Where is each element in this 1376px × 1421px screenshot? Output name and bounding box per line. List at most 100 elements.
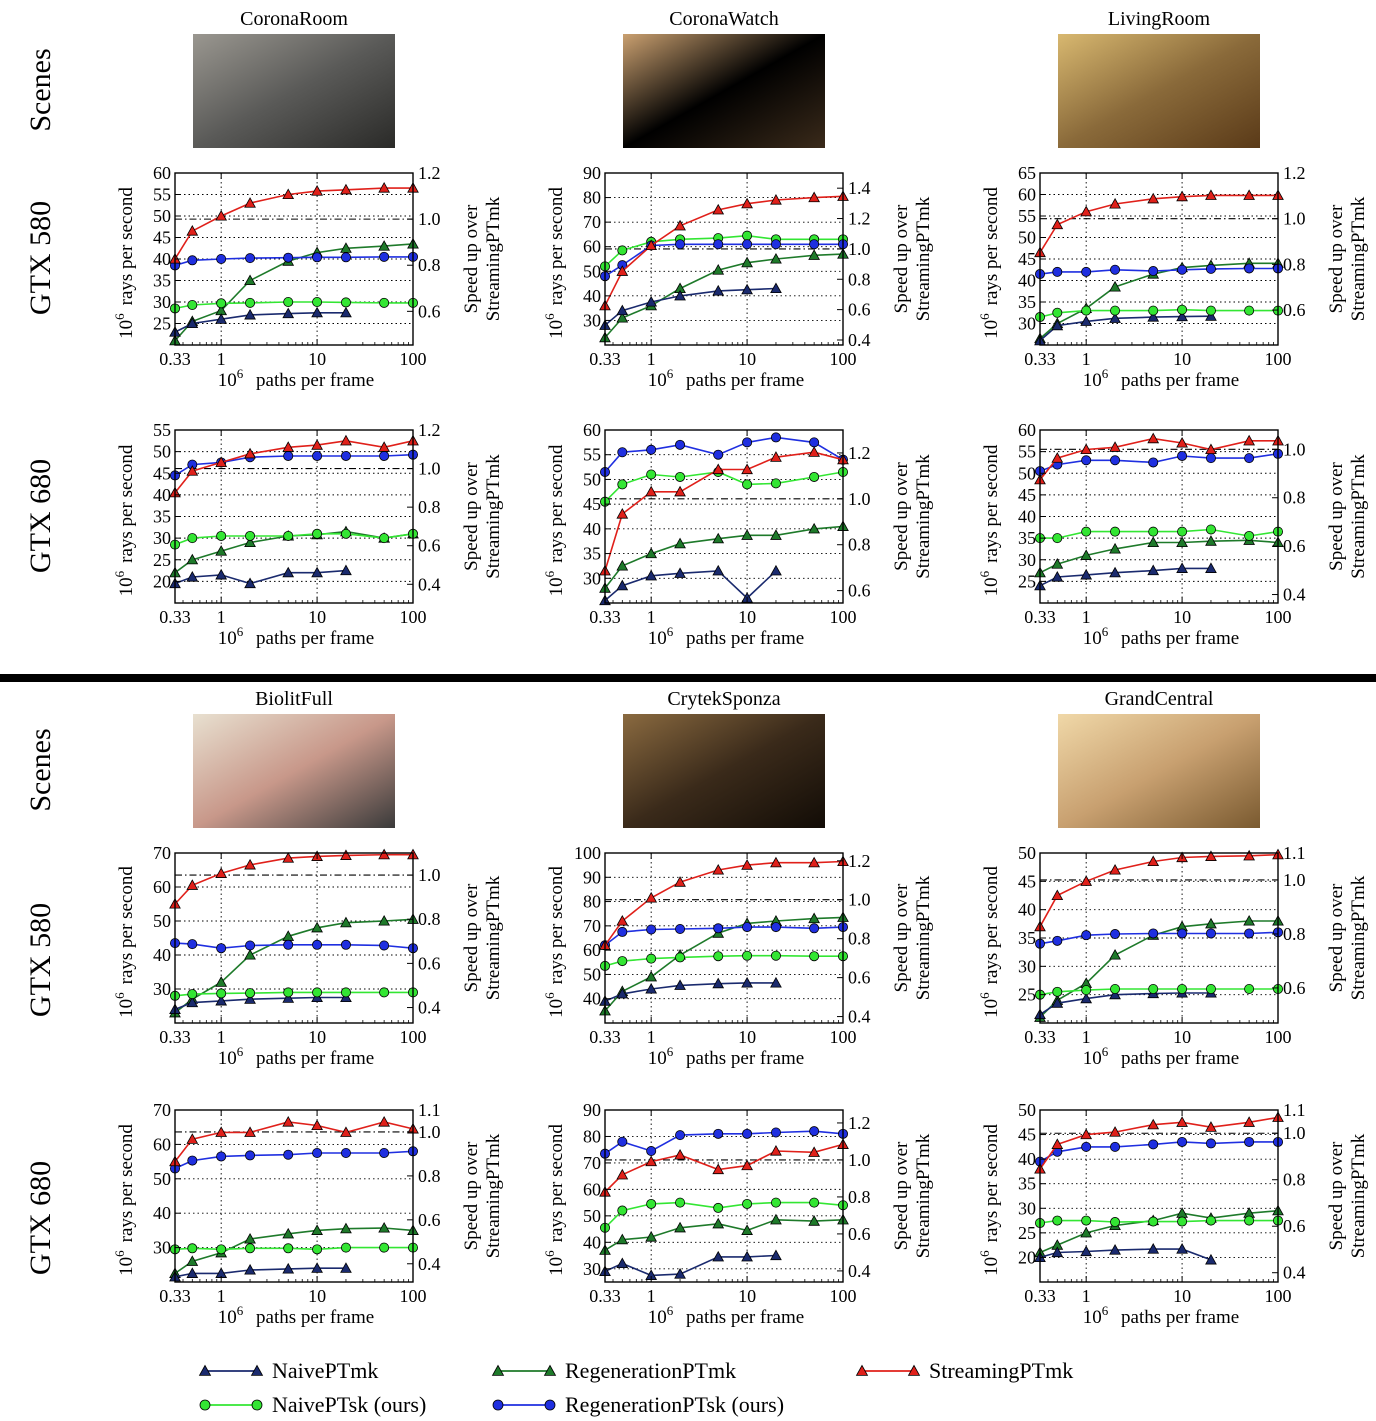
- data-point: [1205, 524, 1216, 535]
- data-point: [186, 996, 199, 1008]
- data-point: [1109, 280, 1121, 292]
- y2-axis-label-line2: StreamingPTmk: [913, 875, 934, 1000]
- y2-tick-label: 0.6: [1283, 978, 1306, 998]
- y-axis-label-sup: 6: [542, 313, 557, 320]
- y-axis-label-sup: 6: [112, 1250, 127, 1257]
- y-tick-label: 70: [583, 1153, 601, 1173]
- data-point: [646, 953, 657, 964]
- y2-tick-label: 1.0: [1283, 209, 1306, 229]
- y-axis-label-exp: 10: [116, 320, 137, 339]
- y-tick-label: 80: [583, 188, 601, 208]
- data-point: [1177, 264, 1188, 275]
- scene-title: BiolitFull: [255, 688, 333, 710]
- y2-axis-label-line2: StreamingPTmk: [483, 196, 504, 321]
- y2-tick-label: 0.4: [1283, 585, 1306, 605]
- data-point: [645, 569, 658, 581]
- y2-tick-label: 0.6: [1283, 536, 1306, 556]
- y-axis-label: 106 rays per second: [112, 444, 137, 596]
- x-axis-label-text: paths per frame: [1116, 370, 1239, 391]
- data-point: [1080, 992, 1093, 1004]
- data-point: [674, 876, 686, 887]
- legend-label: StreamingPTmk: [929, 1358, 1073, 1383]
- data-point: [340, 987, 351, 998]
- data-point: [187, 300, 198, 311]
- data-point: [186, 1255, 199, 1266]
- data-point: [340, 1126, 352, 1137]
- x-axis-label-exp: 10: [1083, 370, 1102, 391]
- data-point: [244, 274, 256, 286]
- data-point: [1147, 311, 1160, 322]
- y-axis-label-text: rays per second: [116, 1124, 137, 1243]
- y2-tick-label: 0.6: [848, 968, 871, 988]
- data-point: [1081, 985, 1092, 996]
- x-axis-label: 106 paths per frame: [648, 1044, 804, 1069]
- y-tick-label: 50: [583, 469, 601, 489]
- y-tick-label: 60: [583, 420, 601, 440]
- y-axis-label-exp: 10: [116, 1257, 137, 1276]
- y-tick-label: 80: [583, 1126, 601, 1146]
- data-point: [186, 1267, 199, 1278]
- plot-frame: [174, 1109, 414, 1283]
- y2-tick-label: 0.8: [848, 1187, 871, 1207]
- data-point: [808, 912, 821, 924]
- data-point: [1148, 305, 1159, 316]
- data-point: [770, 478, 781, 489]
- legend-label: NaivePTsk (ours): [272, 1392, 426, 1417]
- y-tick-label: 40: [1018, 900, 1036, 920]
- data-point: [245, 297, 256, 308]
- y-tick-label: 55: [583, 445, 601, 465]
- x-tick-label: 100: [1265, 1286, 1292, 1306]
- data-point: [808, 191, 821, 203]
- data-point: [675, 239, 686, 250]
- data-point: [741, 463, 753, 475]
- data-point: [616, 1257, 629, 1269]
- x-axis-label-sup: 6: [667, 624, 674, 639]
- x-axis-label-text: paths per frame: [251, 370, 374, 391]
- y-axis-label: 106 rays per second: [542, 1124, 567, 1276]
- data-point: [1080, 1226, 1093, 1238]
- x-axis-label-text: paths per frame: [681, 1307, 804, 1328]
- x-axis-label-sup: 6: [1102, 624, 1109, 639]
- data-point: [741, 197, 753, 209]
- data-point: [675, 952, 686, 963]
- y-tick-label: 45: [583, 494, 601, 514]
- y-axis-label-exp: 10: [116, 999, 137, 1018]
- data-point: [1147, 564, 1160, 576]
- y-tick-label: 50: [153, 206, 171, 226]
- data-point: [378, 1221, 391, 1233]
- y-axis-label-exp: 10: [546, 577, 567, 596]
- y2-tick-label: 0.4: [848, 330, 871, 350]
- legend-marker: [492, 1399, 504, 1411]
- y-axis-label: 106 rays per second: [977, 444, 1002, 596]
- y-axis-label-exp: 10: [546, 1257, 567, 1276]
- data-point: [215, 456, 228, 467]
- data-point: [1109, 312, 1121, 323]
- y2-tick-label: 1.0: [418, 1122, 441, 1142]
- data-point: [770, 432, 781, 443]
- data-point: [617, 926, 628, 937]
- y-axis-label-sup: 6: [977, 1250, 992, 1257]
- data-point: [741, 1159, 753, 1171]
- y-tick-label: 40: [583, 286, 601, 306]
- y-tick-label: 20: [153, 571, 171, 591]
- x-axis-label-sup: 6: [1102, 366, 1109, 381]
- data-point: [282, 1227, 295, 1239]
- x-axis-label-text: paths per frame: [681, 628, 804, 649]
- data-point: [282, 852, 295, 863]
- data-point: [645, 982, 658, 994]
- chart-panel: 0.33 1 10 100304050607080900.40.60.81.01.21…: [542, 163, 934, 391]
- x-axis-label: 106 paths per frame: [1083, 366, 1239, 391]
- y2-tick-label: 0.8: [848, 535, 871, 555]
- x-axis-label-text: paths per frame: [251, 1307, 374, 1328]
- data-point: [1081, 266, 1092, 277]
- y-axis-label: 106 rays per second: [977, 187, 1002, 339]
- data-point: [674, 219, 686, 231]
- data-point: [244, 1263, 256, 1275]
- data-point: [1051, 558, 1064, 569]
- y2-tick-label: 0.6: [1283, 1216, 1306, 1236]
- row-label-gpu: GTX 680: [24, 459, 57, 573]
- data-point: [770, 194, 782, 205]
- data-point: [340, 916, 352, 928]
- data-point: [1080, 1128, 1093, 1140]
- data-point: [770, 856, 782, 868]
